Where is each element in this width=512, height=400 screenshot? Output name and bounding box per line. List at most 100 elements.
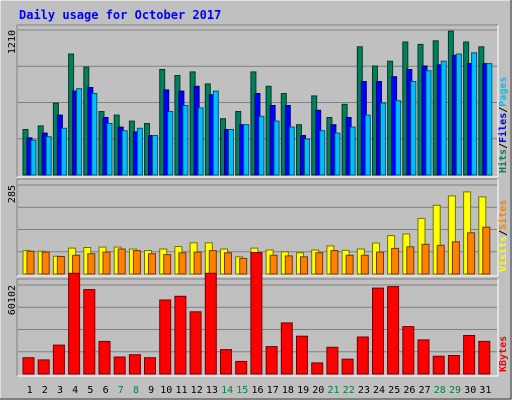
x-tick-label: 16 (251, 385, 263, 396)
bar-kbytes-day-11 (174, 295, 187, 375)
x-tick-label: 13 (206, 385, 218, 396)
bar-pages-day-12 (197, 107, 204, 176)
bar-kbytes-day-29 (447, 355, 460, 375)
bar-pages-day-3 (60, 127, 67, 176)
bar-kbytes-day-4 (68, 272, 81, 375)
bar-kbytes-day-12 (189, 311, 202, 375)
bar-pages-day-23 (364, 114, 371, 176)
legend-entry: KBytes (498, 336, 509, 372)
bar-kbytes-day-13 (204, 272, 217, 375)
x-tick-label: 17 (267, 385, 279, 396)
x-tick-label: 10 (160, 385, 172, 396)
bar-kbytes-day-30 (463, 335, 476, 375)
legend-entry: / (498, 143, 509, 149)
x-tick-label: 9 (148, 385, 154, 396)
bar-sites-day-28 (436, 244, 445, 275)
bar-kbytes-day-23 (356, 336, 369, 375)
panel-middle: 285 Visits/Sites (7, 178, 509, 277)
bar-sites-day-29 (451, 241, 460, 275)
x-tick-label: 27 (419, 385, 431, 396)
x-tick-label: 8 (133, 385, 139, 396)
bar-pages-day-7 (121, 130, 128, 176)
bar-sites-day-7 (117, 248, 126, 275)
bar-kbytes-day-18 (280, 322, 293, 375)
bar-kbytes-day-6 (98, 340, 111, 375)
x-tick-label: 15 (236, 385, 248, 396)
x-tick-label: 6 (103, 385, 109, 396)
legend-entry: Visits (497, 236, 509, 272)
bar-pages-day-22 (349, 126, 356, 176)
bar-sites-day-20 (315, 252, 324, 275)
bar-pages-day-24 (380, 102, 386, 176)
bar-sites-day-18 (284, 255, 293, 275)
x-tick-label: 19 (297, 385, 309, 396)
bar-kbytes-day-26 (402, 326, 415, 375)
bar-pages-day-14 (228, 129, 234, 176)
x-tick-label: 14 (221, 385, 233, 396)
x-tick-label: 23 (358, 385, 370, 396)
bar-sites-day-5 (87, 253, 96, 275)
bar-sites-day-12 (193, 251, 202, 275)
bar-sites-day-15 (239, 257, 248, 275)
panel-legend: KBytes (498, 336, 509, 372)
bar-pages-day-6 (106, 123, 113, 176)
bar-pages-day-11 (182, 105, 189, 176)
x-tick-label: 12 (191, 385, 203, 396)
x-axis-labels: 1 2 3 4 5 6 7 8 9 10 11 12 13 14 15 16 17 18 19 20 21 22 23 24 2… (27, 385, 492, 396)
bar-pages-day-26 (410, 81, 417, 176)
bar-kbytes-day-15 (235, 360, 248, 375)
bar-pages-day-8 (136, 127, 143, 176)
bar-kbytes-day-2 (37, 359, 50, 375)
bar-kbytes-day-5 (83, 289, 96, 375)
x-tick-label: 11 (175, 385, 187, 396)
bar-pages-day-29 (455, 53, 462, 176)
x-tick-label: 3 (57, 385, 63, 396)
legend-entry: / (498, 107, 509, 113)
chart-title: Daily usage for October 2017 (19, 8, 221, 22)
legend-entry: / (498, 230, 509, 236)
bar-pages-day-10 (167, 111, 174, 176)
bar-pages-day-25 (395, 100, 402, 176)
bar-kbytes-day-28 (432, 355, 445, 375)
bar-kbytes-day-14 (220, 349, 232, 375)
x-tick-label: 2 (42, 385, 48, 396)
bar-pages-day-21 (334, 132, 341, 176)
bar-sites-day-19 (300, 256, 308, 275)
panel-max-label: 60102 (7, 285, 18, 315)
x-tick-label: 4 (72, 385, 78, 396)
bar-sites-day-17 (269, 254, 278, 275)
bar-pages-day-17 (273, 120, 280, 176)
bar-kbytes-day-20 (311, 362, 324, 375)
bar-kbytes-day-7 (113, 356, 126, 375)
bar-pages-day-15 (243, 124, 250, 176)
bar-kbytes-day-10 (159, 299, 172, 375)
bar-sites-day-2 (41, 251, 50, 275)
bar-sites-day-3 (56, 256, 65, 275)
bar-sites-day-13 (208, 250, 217, 275)
bar-sites-day-11 (178, 252, 187, 275)
bar-sites-day-24 (376, 251, 384, 275)
bar-sites-day-8 (132, 250, 141, 275)
panel-bottom: 60102 KBytes (7, 252, 509, 377)
x-tick-label: 7 (118, 385, 124, 396)
legend-entry: Files (497, 113, 509, 143)
bar-sites-day-22 (345, 254, 354, 275)
bar-sites-day-23 (360, 254, 369, 275)
bar-kbytes-day-19 (296, 335, 308, 375)
x-tick-label: 31 (479, 385, 491, 396)
x-tick-label: 21 (327, 385, 339, 396)
bar-kbytes-day-16 (250, 252, 263, 375)
bar-pages-day-28 (440, 60, 447, 176)
bar-sites-day-1 (26, 250, 35, 275)
bar-sites-day-21 (330, 250, 339, 275)
panel-max-label: 1210 (7, 30, 18, 54)
panel-legend: Hits/Files/Pages (497, 77, 509, 173)
bar-kbytes-day-1 (22, 357, 35, 375)
x-tick-label: 22 (343, 385, 355, 396)
panel-legend: Visits/Sites (497, 200, 509, 272)
legend-entry: Hits (497, 149, 509, 173)
legend-entry: Pages (498, 77, 509, 107)
legend-entry: Sites (497, 200, 509, 230)
bar-kbytes-day-27 (417, 339, 430, 375)
